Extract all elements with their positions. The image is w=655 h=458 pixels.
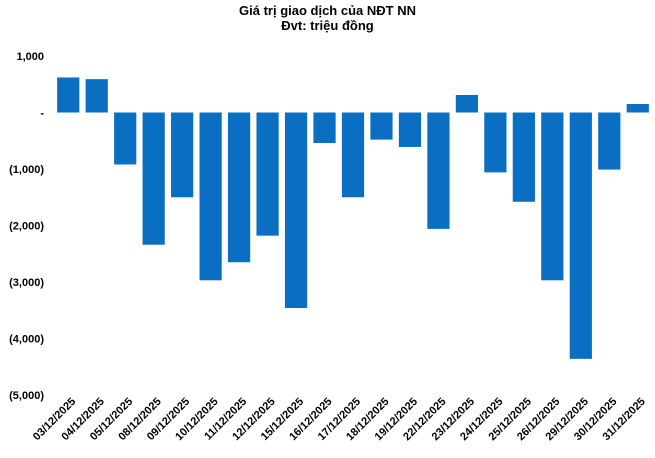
- bar: [142, 112, 165, 245]
- bar: [284, 112, 308, 308]
- chart-subtitle: Đvt: triệu đồng: [281, 18, 374, 33]
- bar: [427, 112, 450, 229]
- bar: [370, 112, 393, 140]
- y-tick-label: (5,000): [9, 390, 44, 402]
- bar: [171, 112, 194, 198]
- chart-title: Giá trị giao dịch của NĐT NN: [239, 3, 416, 18]
- bar: [341, 112, 365, 198]
- bar: [626, 104, 649, 113]
- y-tick-label: 1,000: [16, 51, 44, 63]
- bar: [227, 112, 251, 263]
- y-tick-label: (3,000): [9, 277, 44, 289]
- bar: [313, 112, 336, 144]
- bar: [598, 112, 621, 170]
- bar: [256, 112, 279, 236]
- bar: [114, 112, 137, 165]
- bar: [569, 112, 592, 359]
- y-tick-label: -: [40, 108, 44, 120]
- bar: [199, 112, 222, 281]
- bar: [398, 112, 422, 147]
- y-tick-label: (2,000): [9, 221, 44, 233]
- y-tick-label: (1,000): [9, 164, 44, 176]
- bar: [484, 112, 507, 173]
- bar: [512, 112, 535, 202]
- bar: [541, 112, 564, 281]
- bar: [455, 94, 479, 113]
- bar: [85, 79, 108, 113]
- y-tick-label: (4,000): [9, 334, 44, 346]
- bar: [57, 77, 80, 113]
